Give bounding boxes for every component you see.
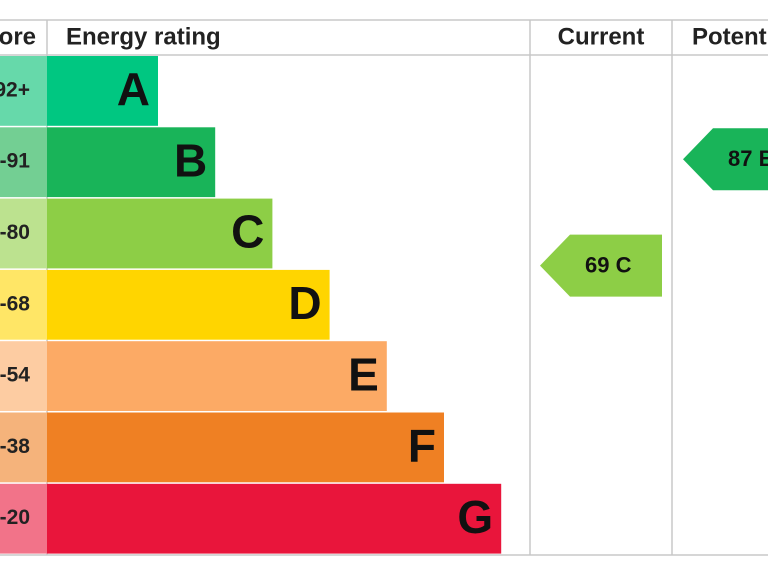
score-cell — [0, 412, 47, 483]
rating-bar — [47, 341, 387, 411]
rating-letter: D — [288, 277, 321, 329]
score-cell — [0, 127, 47, 198]
score-cell — [0, 341, 47, 411]
potential-label: 87 B — [728, 146, 768, 171]
score-label: 81-91 — [0, 150, 30, 173]
score-cell — [0, 198, 47, 269]
score-label: 69-80 — [0, 221, 30, 244]
current-label: 69 C — [585, 252, 632, 277]
rating-letter: C — [231, 206, 264, 258]
header-potential: Potential — [692, 23, 768, 50]
current-arrow — [540, 234, 662, 297]
header-score: Score — [0, 23, 36, 50]
rating-bar — [47, 483, 502, 554]
rating-bar — [47, 56, 158, 126]
rating-letter: E — [348, 348, 379, 400]
score-cell — [0, 269, 47, 340]
rating-bar — [47, 269, 330, 340]
potential-arrow — [683, 128, 768, 191]
header-current: Current — [558, 23, 645, 50]
rating-bar — [47, 412, 444, 483]
rating-bar — [47, 127, 216, 198]
score-label: 21-38 — [0, 435, 30, 458]
score-label: 1-20 — [0, 506, 30, 529]
header-rating: Energy rating — [66, 23, 221, 50]
score-label: 55-68 — [0, 292, 30, 315]
score-label: 39-54 — [0, 364, 30, 387]
rating-letter: G — [457, 491, 493, 543]
rating-letter: B — [174, 134, 207, 186]
rating-letter: A — [117, 63, 150, 115]
score-label: 92+ — [0, 78, 30, 101]
score-cell — [0, 483, 47, 554]
rating-letter: F — [408, 420, 436, 472]
rating-bar — [47, 198, 273, 269]
score-cell — [0, 56, 47, 126]
